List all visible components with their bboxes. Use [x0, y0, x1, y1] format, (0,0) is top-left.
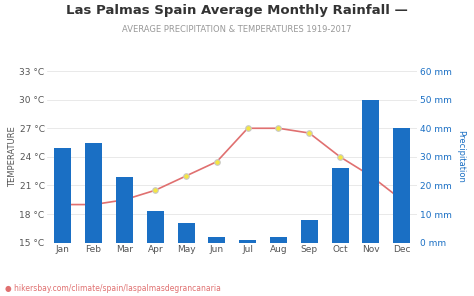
Bar [55, 148, 71, 243]
Bar [332, 168, 348, 243]
Bar [301, 220, 318, 243]
Text: Las Palmas Spain Average Monthly Rainfall —: Las Palmas Spain Average Monthly Rainfal… [66, 4, 408, 17]
Bar [85, 143, 102, 243]
Bar [178, 223, 194, 243]
Bar [270, 237, 287, 243]
Bar [209, 237, 225, 243]
Bar [393, 128, 410, 243]
Text: AVERAGE PRECIPITATION & TEMPERATURES 1919-2017: AVERAGE PRECIPITATION & TEMPERATURES 191… [122, 25, 352, 34]
Y-axis label: TEMPERATURE: TEMPERATURE [8, 126, 17, 187]
Text: ● hikersbay.com/climate/spain/laspalmasdegrancanaria: ● hikersbay.com/climate/spain/laspalmasd… [5, 284, 220, 293]
Bar [147, 211, 164, 243]
Bar [116, 177, 133, 243]
Y-axis label: Precipitation: Precipitation [456, 131, 465, 183]
Bar [363, 100, 379, 243]
Bar [239, 240, 256, 243]
